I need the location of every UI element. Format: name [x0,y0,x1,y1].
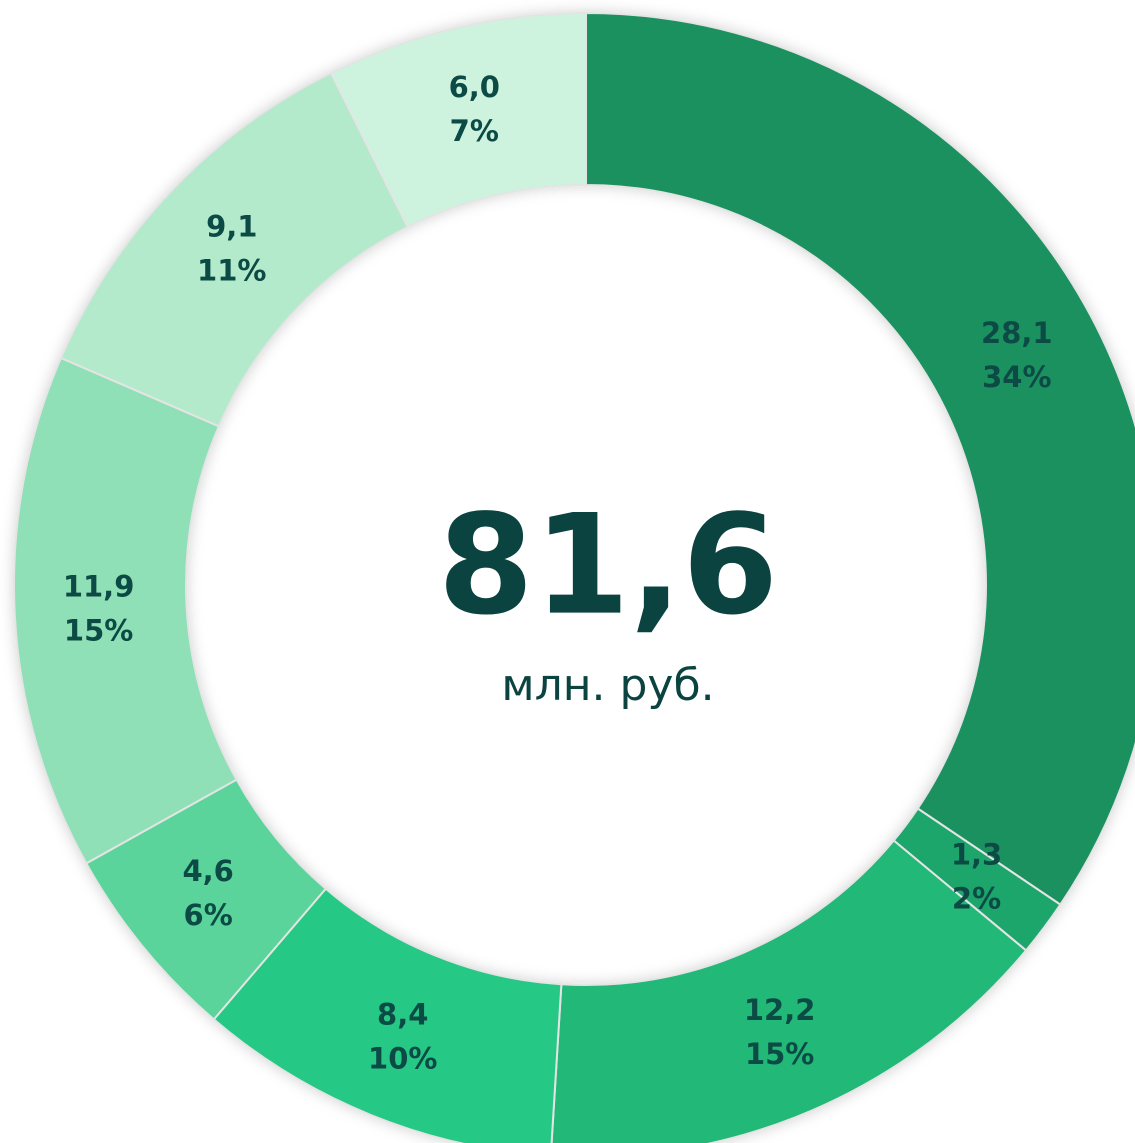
labels: 28,1 34% 1,3 2% 12,2 15% 8,4 10% 4,6 6% 11,9 15% 9,1… [63,70,1053,1075]
value-label: 4,6 [182,854,233,888]
slice [329,11,587,229]
percent-label: 10% [368,1041,437,1075]
value-label: 28,1 [981,316,1053,350]
slice [59,71,410,428]
percent-label: 15% [745,1037,814,1071]
percent-label: 6% [184,898,233,932]
value-label: 6,0 [449,70,500,104]
percent-label: 11% [197,253,266,287]
percent-label: 7% [450,114,499,148]
value-label: 8,4 [377,997,428,1031]
value-label: 12,2 [744,993,816,1027]
slice [13,356,238,865]
percent-label: 15% [64,613,133,647]
value-label: 1,3 [951,838,1002,872]
slice [550,839,1028,1143]
value-label: 11,9 [63,569,135,603]
percent-label: 2% [952,882,1001,916]
center-unit: млн. руб. [501,660,714,711]
center-value: 81,6 [438,485,779,646]
value-label: 9,1 [206,209,257,243]
donut [13,11,1135,1143]
percent-label: 34% [982,360,1051,394]
slice [585,11,1135,907]
